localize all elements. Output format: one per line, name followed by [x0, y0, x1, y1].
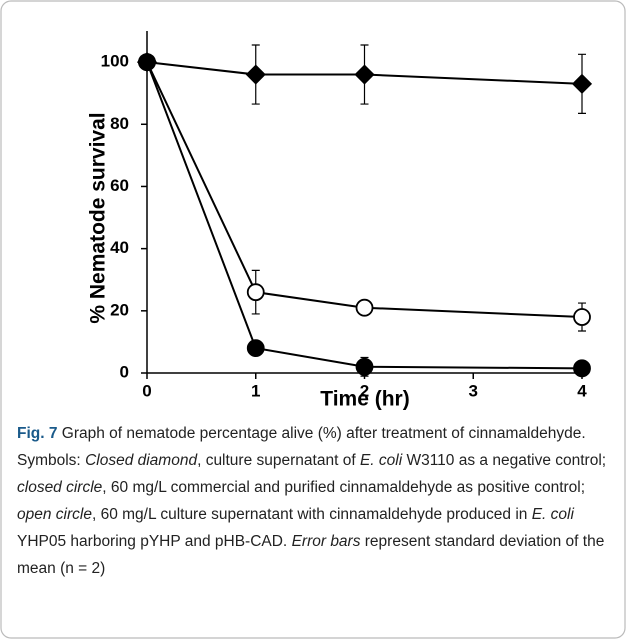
series-line	[146, 61, 583, 319]
x-tick-label: 4	[577, 381, 587, 400]
data-point	[138, 53, 156, 71]
caption: Fig. 7 Graph of nematode percentage aliv…	[17, 420, 613, 582]
x-tick-label: 0	[142, 381, 151, 400]
caption-text: YHP05 harboring pYHP and pHB-CAD.	[17, 533, 292, 550]
y-tick-label: 60	[110, 176, 129, 195]
y-axis-label: % Nematode survival	[87, 112, 110, 323]
y-tick-label: 20	[110, 300, 129, 319]
y-tick-label: 80	[110, 114, 129, 133]
y-tick-label: 0	[120, 362, 129, 381]
caption-text: open circle	[17, 506, 92, 523]
x-axis-label: Time (hr)	[320, 388, 409, 411]
caption-text: Graph of nematode percentage alive (%) a…	[17, 425, 586, 469]
data-point	[354, 64, 375, 85]
series-line	[146, 61, 583, 85]
y-tick-label: 100	[101, 52, 129, 71]
y-tick-label: 40	[110, 238, 129, 257]
caption-text: closed circle	[17, 479, 103, 496]
caption-text: , 60 mg/L commercial and purified cinnam…	[102, 479, 586, 496]
data-point	[355, 357, 374, 376]
series-line	[146, 61, 583, 370]
caption-text: , 60 mg/L culture supernatant with cinna…	[91, 506, 532, 523]
data-point	[573, 308, 591, 326]
data-point	[246, 283, 265, 302]
data-point	[245, 64, 266, 85]
caption-label: Fig. 7	[17, 425, 58, 442]
caption-text: Error bars	[291, 533, 361, 550]
caption-text: E. coli	[531, 506, 574, 523]
caption-text: Closed diamond	[85, 452, 198, 469]
caption-text: W3110 as a negative control;	[402, 452, 607, 469]
caption-text: , culture supernatant of	[197, 452, 360, 469]
caption-text: E. coli	[359, 452, 403, 469]
data-point	[573, 359, 591, 378]
data-point	[571, 73, 593, 94]
data-point	[246, 339, 265, 358]
x-tick-label: 2	[360, 381, 369, 400]
x-tick-label: 1	[251, 381, 260, 400]
x-tick-label: 3	[469, 381, 478, 400]
caption-text: represent standard deviation of the mean…	[17, 533, 605, 577]
data-point	[355, 298, 374, 317]
